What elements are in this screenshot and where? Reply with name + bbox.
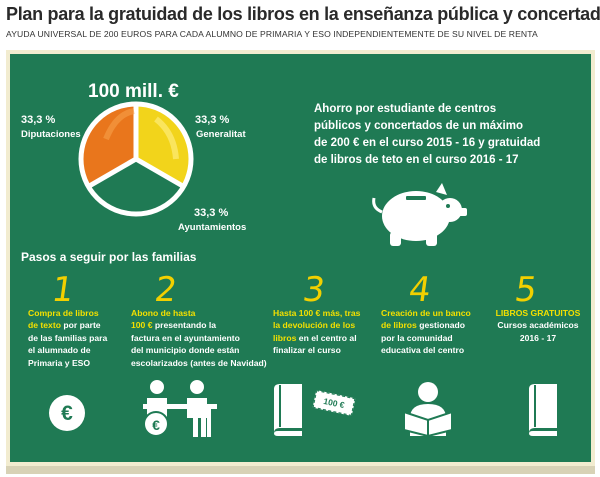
slice-generalitat-label: Generalitat — [196, 129, 246, 140]
step-4-line: Creación de un banco — [381, 308, 471, 318]
slice-diputaciones-label: Diputaciones — [21, 129, 81, 140]
step-2-line: factura en el ayuntamiento — [131, 332, 240, 343]
step-1-line: Compra de libros — [28, 308, 99, 318]
step-4-line: por la comunidad — [381, 332, 453, 343]
step-3-text: Hasta 100 € más, tras la devolución de l… — [273, 307, 378, 357]
step-1-line: el alumnado de — [28, 345, 91, 356]
page-title: Plan para la gratuidad de los libros en … — [6, 4, 600, 24]
step-3-line: finalizar el curso — [273, 345, 341, 356]
payment-desk-icon: € — [143, 380, 217, 437]
euro-coin-symbol: € — [61, 402, 73, 425]
piggy-bank-icon — [372, 183, 467, 246]
step-4-line: de libros gestionado — [381, 320, 466, 331]
slice-ayuntamientos-pct: 33,3 % — [194, 207, 229, 219]
step-3-line: la devolución de los — [273, 320, 356, 331]
step-1-line: de las familias para — [28, 332, 108, 343]
board-shadow — [6, 466, 595, 474]
slice-ayuntamientos-label: Ayuntamientos — [178, 222, 247, 233]
payment-coin-symbol: € — [152, 417, 160, 433]
step-2-line: escolarizados (antes de Navidad) — [131, 357, 267, 368]
step-4-line: educativa del centro — [381, 345, 465, 356]
slice-diputaciones-pct: 33,3 % — [21, 114, 56, 126]
pie-slice-ayuntamientos — [88, 159, 184, 214]
step-3-line: libros en el centro al — [273, 332, 357, 343]
reader-icon — [403, 382, 453, 436]
savings-line-1: Ahorro por estudiante de centros — [314, 103, 497, 115]
savings-line-2: públicos y concertados de un máximo — [314, 120, 523, 132]
step-2-line: 100 € presentando la — [131, 320, 217, 331]
steps-title: Pasos a seguir por las familias — [21, 250, 197, 264]
step-2-line: del municipio donde están — [131, 345, 240, 356]
free-book-icon — [529, 384, 557, 436]
pie-total: 100 mill. € — [88, 81, 179, 102]
step-5-line: 2016 - 17 — [519, 332, 557, 343]
pie-chart — [78, 101, 194, 217]
step-1-line: de texto por parte — [28, 320, 101, 331]
step-4-text: Creación de un banco de libros gestionad… — [381, 307, 491, 357]
step-5-text: LIBROS GRATUITOS Cursos académicos 2016 … — [493, 307, 583, 344]
step-2-line: Abono de hasta — [131, 308, 196, 318]
euro-coin-icon: € — [49, 395, 85, 431]
book-icon — [274, 384, 302, 436]
savings-line-4: de libros de teto en el curso 2016 - 17 — [314, 154, 519, 166]
step-1-line: Primaria y ESO — [28, 357, 91, 368]
step-5-line: Cursos académicos — [497, 320, 579, 331]
step-3-line: Hasta 100 € más, tras — [273, 308, 361, 318]
page-subtitle: AYUDA UNIVERSAL DE 200 EUROS PARA CADA A… — [6, 29, 538, 39]
step-5-line: LIBROS GRATUITOS — [495, 308, 581, 318]
step-2-text: Abono de hasta 100 € presentando la fact… — [131, 307, 271, 369]
savings-line-3: de 200 € en el curso 2015 - 16 y gratuid… — [314, 137, 541, 149]
step-1-text: Compra de libros de texto por parte de l… — [28, 307, 128, 369]
slice-generalitat-pct: 33,3 % — [195, 114, 230, 126]
